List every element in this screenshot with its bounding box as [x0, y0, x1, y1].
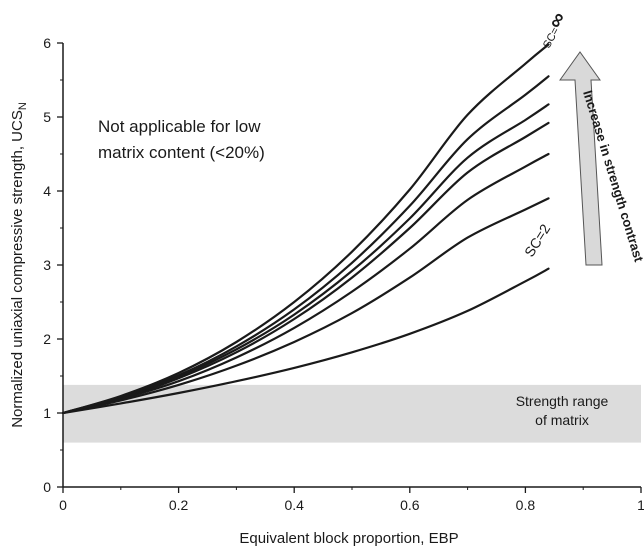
- series-line-4: [61, 121, 550, 415]
- strength-contrast-arrow: [559, 51, 603, 266]
- sc-infinity-label: SC=∞: [533, 8, 571, 51]
- y-tick-label: 2: [43, 331, 51, 347]
- x-axis-title: Equivalent block proportion, EBP: [239, 530, 458, 547]
- y-tick-label: 0: [43, 479, 51, 495]
- y-axis-title-main: Normalized uniaxial compressive strength…: [9, 110, 26, 428]
- series-line-1: [61, 267, 550, 415]
- band-label-line-2: of matrix: [535, 412, 589, 428]
- y-axis-title-subscript: N: [17, 102, 29, 110]
- matrix-strength-band: [63, 384, 641, 443]
- axes: 0 0.2 0.4 0.6 0.8 1 0 1 2 3 4 5 6: [43, 35, 644, 513]
- infinity-symbol: ∞: [543, 8, 570, 32]
- y-tick-label: 1: [43, 405, 51, 421]
- x-tick-label: 0: [59, 497, 67, 513]
- note-line-2: matrix content (<20%): [98, 143, 265, 162]
- series-line-3: [61, 152, 550, 415]
- x-tick-label: 0.6: [400, 497, 420, 513]
- y-tick-label: 3: [43, 257, 51, 273]
- y-tick-label: 6: [43, 35, 51, 51]
- x-tick-label: 1: [637, 497, 644, 513]
- sc-2-label: SC=2: [521, 221, 553, 260]
- matrix-strength-band-layer: [63, 384, 641, 443]
- series-layer: [61, 43, 550, 415]
- series-line-5: [61, 103, 550, 415]
- x-tick-label: 0.8: [516, 497, 536, 513]
- y-tick-label: 4: [43, 183, 51, 199]
- series-line-7: [61, 43, 550, 415]
- y-tick-label: 5: [43, 109, 51, 125]
- x-tick-label: 0.4: [284, 497, 304, 513]
- series-line-6: [61, 75, 550, 415]
- x-tick-label: 0.2: [169, 497, 189, 513]
- y-axis-title: Normalized uniaxial compressive strength…: [9, 102, 29, 428]
- note-line-1: Not applicable for low: [98, 117, 261, 136]
- band-label-line-1: Strength range: [516, 393, 609, 409]
- series-line-2: [61, 197, 550, 415]
